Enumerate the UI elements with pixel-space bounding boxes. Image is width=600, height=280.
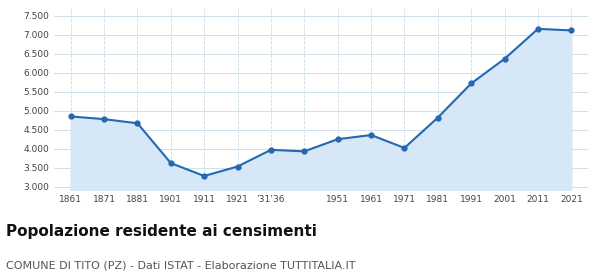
Text: COMUNE DI TITO (PZ) - Dati ISTAT - Elaborazione TUTTITALIA.IT: COMUNE DI TITO (PZ) - Dati ISTAT - Elabo… [6,260,355,270]
Text: Popolazione residente ai censimenti: Popolazione residente ai censimenti [6,224,317,239]
